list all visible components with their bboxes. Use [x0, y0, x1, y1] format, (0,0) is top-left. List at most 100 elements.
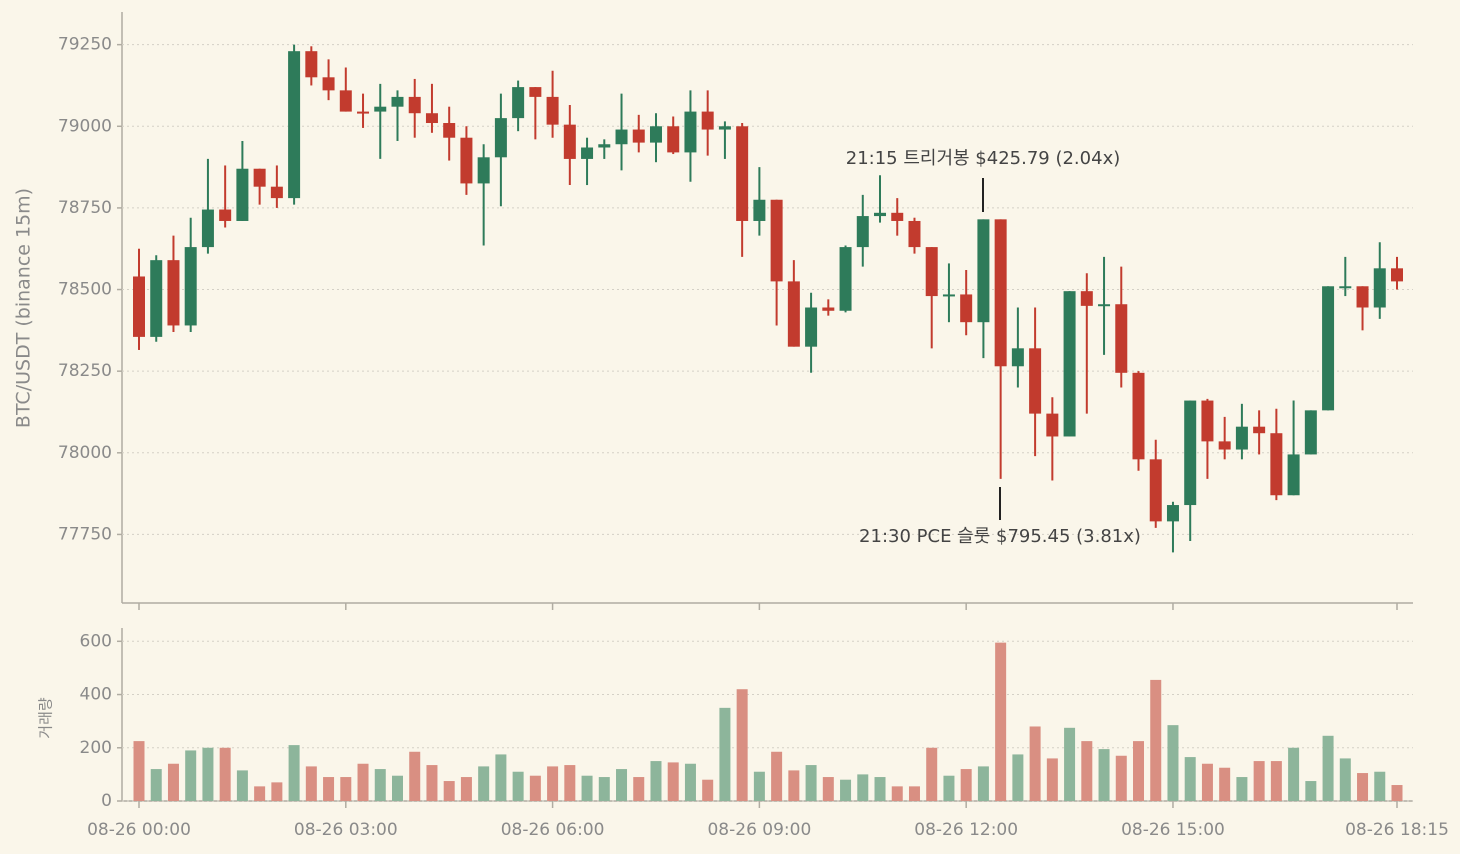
volume-bar: [288, 745, 300, 801]
volume-bar: [598, 777, 610, 801]
candle-body: [391, 96, 404, 107]
volume-bar: [529, 775, 541, 801]
x-tick-label: 08-26 06:00: [501, 820, 605, 840]
volume-bar: [495, 754, 507, 801]
annotation: 21:15 트리거봉 $425.79 (2.04x): [846, 148, 1121, 169]
candle-body: [1046, 413, 1059, 437]
candle-body: [822, 307, 835, 311]
candle-body: [1149, 459, 1162, 522]
volume-bar: [977, 766, 989, 801]
candle-body: [1098, 304, 1111, 307]
candle-body: [908, 220, 921, 248]
volume-bar: [391, 775, 403, 801]
y-tick-label: 78750: [58, 198, 112, 218]
candle-body: [649, 126, 662, 143]
volume-bar: [908, 786, 920, 801]
volume-bar: [840, 779, 852, 801]
candle-body: [1253, 426, 1266, 434]
candle-body: [339, 90, 352, 112]
y-tick-label: 600: [80, 631, 112, 651]
volume-bar: [1374, 771, 1386, 801]
volume-bar: [564, 765, 576, 801]
volume-bar: [960, 769, 972, 801]
x-tick-label: 08-26 03:00: [294, 820, 398, 840]
marks: [133, 44, 1403, 801]
volume-bar: [426, 765, 438, 801]
candle-body: [1356, 286, 1369, 308]
y-tick-label: 78500: [58, 280, 112, 300]
volume-bar: [1150, 679, 1162, 801]
candle-body: [1011, 348, 1024, 367]
candle-body: [1373, 268, 1386, 308]
candle-body: [322, 77, 335, 91]
x-tick-label: 08-26 12:00: [914, 820, 1018, 840]
volume-bar: [1288, 747, 1300, 801]
volume-bar: [1184, 757, 1196, 801]
candle-body: [374, 106, 387, 112]
volume-bar: [1357, 773, 1369, 801]
volume-bar: [185, 750, 197, 801]
y-tick-label: 78000: [58, 443, 112, 463]
volume-bar: [874, 777, 886, 801]
candle-body: [667, 126, 680, 153]
candle-body: [563, 124, 576, 159]
candle-body: [184, 247, 197, 326]
candle-body: [1132, 372, 1145, 460]
candle-body: [1235, 426, 1248, 450]
candle-body: [684, 111, 697, 153]
volume-bar: [753, 771, 765, 801]
volume-bar: [460, 777, 472, 801]
candle-body: [753, 199, 766, 221]
volume-bar: [943, 775, 955, 801]
candle-body: [701, 111, 714, 130]
volume-bar: [357, 763, 369, 801]
y-tick-label: 200: [80, 738, 112, 758]
volume-bar: [891, 786, 903, 801]
candle-body: [977, 219, 990, 323]
candle-body: [546, 96, 559, 125]
volume-bar: [805, 765, 817, 801]
candle-body: [856, 216, 869, 248]
x-tick-label: 08-26 00:00: [87, 820, 191, 840]
volume-bar: [1046, 758, 1058, 801]
y-tick-label: 79250: [58, 35, 112, 55]
candle-body: [891, 212, 904, 221]
candle-body: [150, 260, 163, 337]
annotation: 21:30 PCE 슬룻 $795.45 (3.81x): [859, 526, 1141, 547]
candle-body: [581, 147, 594, 159]
candle-body: [874, 212, 887, 217]
candle-body: [512, 87, 525, 119]
volume-bar: [1133, 741, 1145, 801]
candle-body: [270, 186, 283, 199]
y-axis-label: BTC/USDT (binance 15m): [13, 188, 35, 428]
volume-bar: [374, 769, 386, 801]
volume-bar: [1236, 777, 1248, 801]
candle-body: [615, 129, 628, 145]
candle-body: [288, 51, 301, 199]
volume-bar: [788, 770, 800, 801]
candle-body: [1218, 441, 1231, 450]
volume-bar: [133, 741, 145, 801]
candle-body: [770, 199, 783, 282]
candle-body: [994, 219, 1007, 367]
volume-bar: [650, 761, 662, 801]
candle-body: [736, 126, 749, 221]
volume-bar: [547, 766, 559, 801]
candle-body: [1166, 505, 1179, 522]
candle-body: [201, 209, 214, 248]
volume-bar: [1391, 785, 1403, 801]
volume-bar: [1167, 725, 1179, 801]
volume-bar: [616, 769, 628, 801]
candle-body: [1304, 410, 1317, 455]
volume-bar: [1201, 763, 1213, 801]
candle-body: [219, 209, 232, 221]
volume-bar: [684, 763, 696, 801]
volume-bar: [1029, 726, 1041, 801]
candle-body: [1339, 286, 1352, 289]
candle-body: [787, 281, 800, 347]
volume-bar: [202, 747, 214, 801]
volume-bar: [1012, 754, 1024, 801]
volume-bar: [271, 782, 283, 801]
volume-bar: [219, 747, 231, 801]
candle-body: [925, 247, 938, 297]
